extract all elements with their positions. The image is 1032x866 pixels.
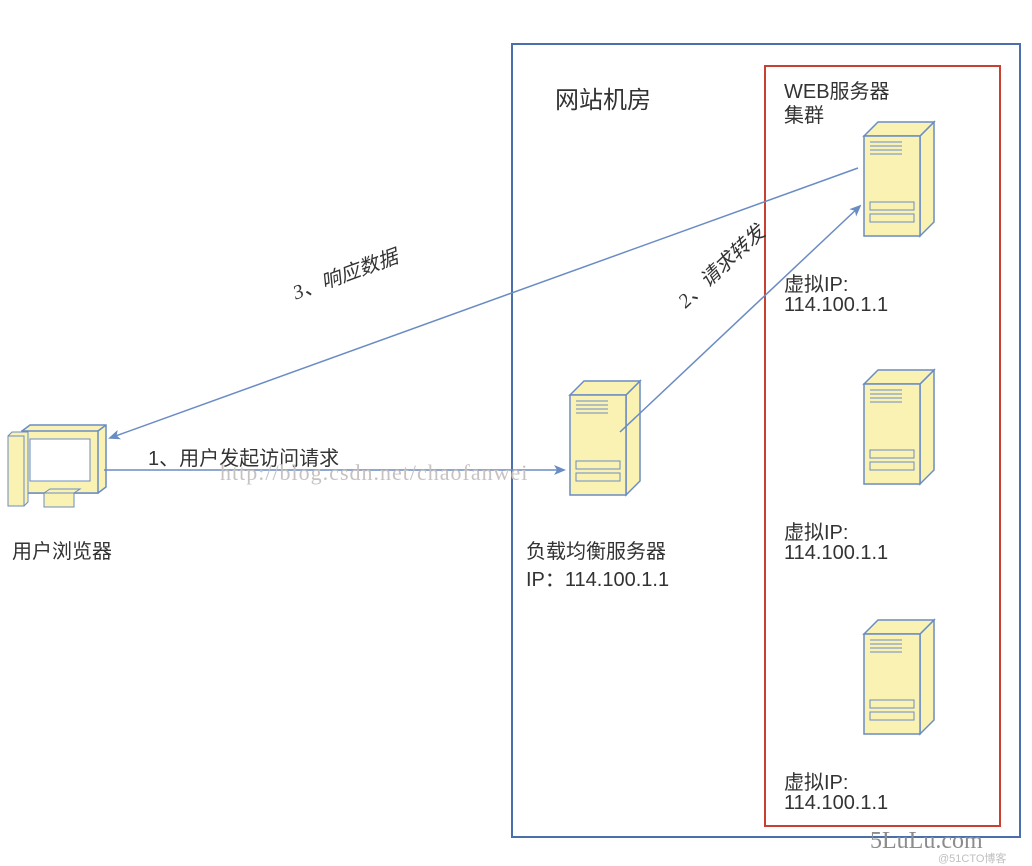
load-balancer-ip: IP：114.100.1.1 [526,563,669,592]
watermark-csdn: http://blog.csdn.net/chaofanwei [220,460,528,486]
webserver-1-ip-label: 虚拟IP: [784,268,848,297]
webserver-2-ip-value: 114.100.1.1 [784,542,888,565]
webserver-3-ip-label: 虚拟IP: [784,766,848,795]
client-browser-label: 用户浏览器 [12,535,112,564]
datacenter-title: 网站机房 [555,80,651,115]
webcluster-title: WEB服务器 集群 [784,80,890,128]
webserver-1-ip-value: 114.100.1.1 [784,294,888,317]
diagram-stage: 网站机房 WEB服务器 集群 用户浏览器 负载均衡服务器 IP：114.100.… [0,0,1032,860]
webserver-2-ip-label: 虚拟IP: [784,516,848,545]
load-balancer-label: 负载均衡服务器 [526,535,666,564]
webserver-3-ip-value: 114.100.1.1 [784,792,888,815]
footer-blog: @51CTO博客 [938,850,1006,866]
diagram-svg [0,0,1032,860]
